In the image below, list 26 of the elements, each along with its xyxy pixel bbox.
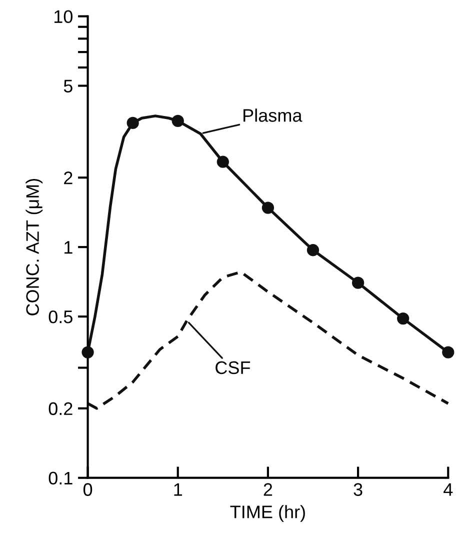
x-axis-title: TIME (hr) [230,505,305,522]
x-tick-label: 4 [444,483,453,496]
y-tick-label: 0.2 [48,402,72,416]
point [126,116,139,130]
annotation: Plasma [244,108,302,122]
point [397,312,410,325]
line-series [86,270,450,410]
x-tick-label: 1 [174,483,182,496]
annotation: CSF [216,361,250,374]
y-tick-label: 2 [64,172,72,184]
point [172,114,184,128]
y-axis-title: CONC. AZT (μM) [26,178,43,316]
y-tick-label: 10 [54,10,72,24]
x-tick-label: 3 [354,483,362,496]
x-tick-label: 0 [83,483,92,496]
y-tick-label: 1 [64,241,72,254]
y-tick-label: 5 [64,80,72,92]
point [442,346,454,358]
point [306,244,320,256]
point [262,202,274,214]
x-tick-label: 2 [264,483,272,496]
point [216,156,229,168]
point [82,346,94,358]
point [352,276,364,289]
y-tick-label: 0.1 [48,472,72,485]
y-tick-label: 0.5 [48,310,72,324]
